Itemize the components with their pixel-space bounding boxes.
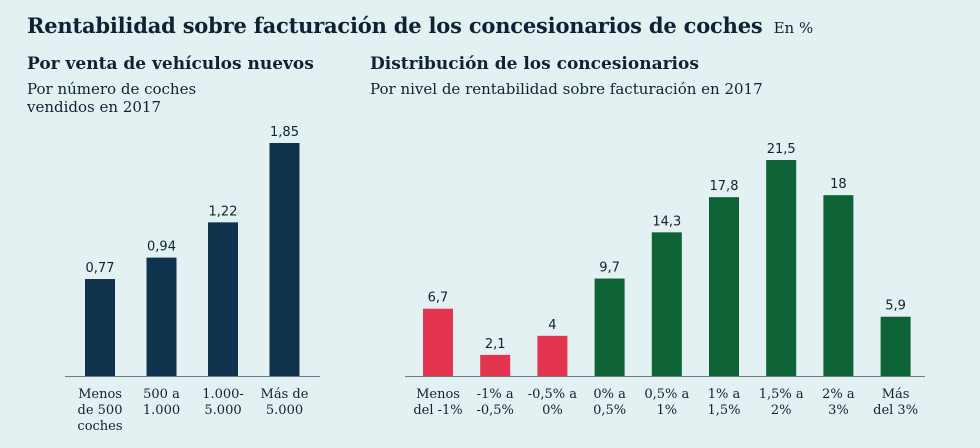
right-value-label: 9,7 (599, 261, 620, 276)
left-category-label: 1.000-5.000 (202, 387, 244, 418)
left-category-line: coches (77, 419, 122, 434)
right-value-label: 18 (830, 177, 847, 192)
right-category-line: 1,5% a (759, 387, 804, 402)
right-category-line: 1% a (708, 387, 741, 402)
left-value-label: 1,85 (270, 125, 299, 140)
left-bar (208, 222, 238, 376)
right-bar (537, 335, 568, 376)
right-category-label: Menos del -1% (413, 387, 462, 418)
unit-label: En % (773, 19, 814, 37)
right-value-label: 14,3 (652, 214, 681, 229)
right-category-line: 2% a (822, 387, 855, 402)
right-value-label: 2,1 (485, 337, 506, 352)
left-value-label: 1,22 (209, 204, 238, 219)
right-category-label: -1% a -0,5% (476, 387, 513, 418)
left-category-line: Menos (78, 387, 122, 402)
left-chart-title: Por venta de vehículos nuevos (27, 54, 314, 74)
right-bar (823, 195, 854, 376)
left-bar (146, 257, 177, 376)
right-category-line: 0% (542, 403, 563, 418)
right-category-line: del -1% (413, 403, 462, 418)
right-category-label: 1% a 1,5% (707, 387, 740, 418)
chart-header: Rentabilidad sobre facturación de los co… (27, 13, 813, 38)
right-category-label: 0,5% a 1% (644, 387, 689, 418)
right-category-label: Más del 3% (873, 387, 918, 418)
right-category-line: -0,5% a (528, 387, 578, 402)
right-category-line: 3% (828, 403, 849, 418)
right-value-label: 6,7 (428, 291, 449, 306)
right-bar (594, 278, 625, 376)
right-bar (480, 354, 511, 376)
left-category-line: 5.000 (204, 403, 241, 418)
right-category-line: Más (882, 387, 910, 402)
right-category-line: 0% a (593, 387, 626, 402)
left-category-line: 1.000 (143, 403, 180, 418)
left-bar (85, 279, 115, 376)
right-category-line: 0,5% a (644, 387, 689, 402)
left-bar (269, 143, 300, 376)
right-category-line: 1,5% (707, 403, 740, 418)
right-bar (423, 308, 453, 376)
left-value-label: 0,77 (86, 261, 115, 276)
right-value-label: 17,8 (710, 179, 739, 194)
left-value-label: 0,94 (147, 240, 176, 255)
right-category-line: -1% a (477, 387, 514, 402)
left-category-label: Más de 5.000 (261, 387, 309, 418)
left-category-line: 1.000- (202, 387, 244, 402)
right-value-label: 4 (548, 318, 556, 333)
right-category-label: 1,5% a 2% (759, 387, 804, 418)
chart-title: Rentabilidad sobre facturación de los co… (27, 13, 763, 38)
left-category-label: 500 a 1.000 (143, 387, 180, 418)
right-category-line: Menos (416, 387, 460, 402)
right-category-label: -0,5% a 0% (528, 387, 578, 418)
right-category-line: del 3% (873, 403, 918, 418)
right-category-line: 1% (656, 403, 677, 418)
right-chart-subtitle: Por nivel de rentabilidad sobre facturac… (370, 80, 763, 98)
right-bar (766, 160, 797, 376)
right-category-line: 2% (771, 403, 792, 418)
left-chart-subtitle: Por número de coches vendidos en 2017 (27, 80, 197, 116)
right-bar (651, 232, 682, 376)
right-value-label: 5,9 (885, 299, 906, 314)
left-category-line: 500 a (143, 387, 180, 402)
right-category-line: -0,5% (476, 403, 513, 418)
left-category-label: Menos de 500 coches (77, 387, 122, 434)
right-category-line: 0,5% (593, 403, 626, 418)
right-bar (880, 316, 911, 376)
left-category-line: Más de (261, 387, 309, 402)
right-chart-title: Distribución de los concesionarios (370, 54, 699, 74)
left-category-line: de 500 (78, 403, 123, 418)
left-category-line: 5.000 (266, 403, 303, 418)
right-value-label: 21,5 (767, 142, 796, 157)
right-category-label: 0% a 0,5% (593, 387, 626, 418)
right-category-label: 2% a 3% (822, 387, 855, 418)
right-bar (709, 197, 739, 376)
